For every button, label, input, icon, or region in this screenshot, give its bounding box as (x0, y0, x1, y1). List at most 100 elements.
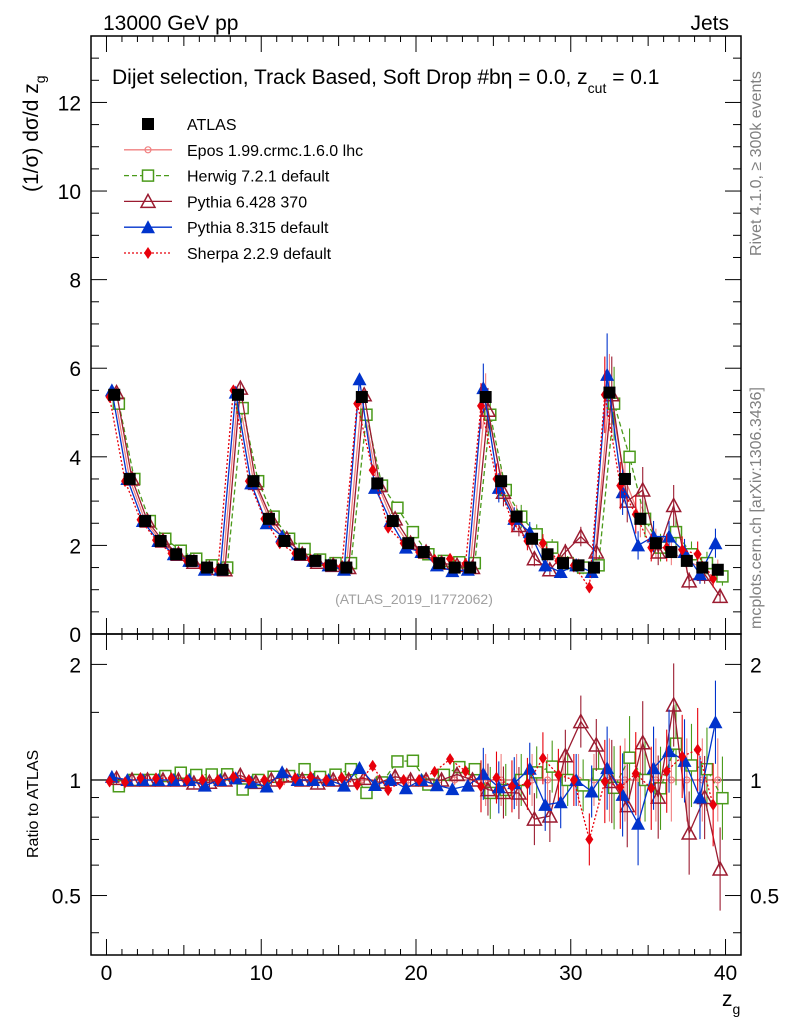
data-point-data (541, 548, 554, 561)
data-point-data (587, 561, 600, 574)
data-point-data (232, 388, 245, 401)
ratio-point-sherpa (275, 777, 284, 790)
legend-label: Sherpa 2.2.9 default (187, 246, 332, 263)
ratio-point-pythia8 (553, 795, 568, 809)
data-point-data (495, 475, 508, 488)
data-point-data (510, 510, 523, 523)
data-point-pythia8 (600, 367, 615, 381)
data-point-herwig (406, 525, 420, 539)
ratio-point-pythia8 (584, 784, 599, 798)
ratio-point-epos (714, 776, 722, 784)
legend-marker-epos (144, 146, 152, 154)
data-point-pythia8 (538, 558, 553, 572)
legend-label: ATLAS (187, 117, 237, 134)
ratio-point-herwig (236, 783, 249, 796)
data-point-pythia8 (352, 372, 367, 386)
data-point-sherpa (538, 537, 547, 550)
ratio-point-sherpa (461, 765, 470, 778)
ratio-series-pythia6 (108, 663, 729, 911)
data-point-data (479, 391, 492, 404)
ratio-point-pythia8 (337, 778, 352, 792)
y-tick-label: 2 (69, 535, 81, 558)
ratio-point-pythia8 (197, 778, 212, 792)
y-tick-label: 0 (69, 624, 81, 647)
data-point-data (665, 546, 678, 559)
data-point-data (618, 472, 631, 485)
ratio-point-sherpa (213, 773, 222, 786)
ratio-point-pythia6 (572, 712, 590, 729)
data-point-data (139, 515, 152, 528)
legend-entry-pythia8: Pythia 8.315 default (124, 220, 329, 237)
ratio-point-herwig (468, 762, 482, 776)
data-point-pythia6 (711, 587, 729, 604)
ratio-point-epos (667, 776, 675, 784)
data-point-data (402, 537, 415, 550)
ratio-point-sherpa (260, 773, 269, 786)
ratio-point-epos (621, 776, 629, 784)
y-tick-label: 10 (58, 181, 81, 204)
legend-entry-pythia6: Pythia 6.428 370 (124, 192, 307, 211)
series-line-herwig (118, 403, 723, 577)
ratio-point-pythia6 (634, 734, 651, 750)
legend-entry-herwig: Herwig 7.2.1 default (124, 169, 330, 186)
ratio-point-sherpa (507, 780, 516, 793)
legend-marker-sherpa (144, 247, 152, 259)
ratio-point-pythia6 (340, 771, 357, 787)
x-axis-label-main: z (722, 988, 733, 1011)
data-point-pythia6 (526, 550, 543, 566)
ratio-point-pythia8 (677, 753, 692, 767)
ratio-point-sherpa (229, 770, 238, 783)
data-point-data (649, 537, 662, 550)
ratio-point-pythia8 (367, 777, 382, 791)
data-point-data (340, 561, 353, 574)
ratio-point-sherpa (105, 775, 114, 788)
legend-label: Pythia 8.315 default (187, 220, 329, 237)
data-point-data (572, 559, 585, 572)
ratio-point-pythia6 (526, 810, 543, 826)
ratio-point-sherpa (152, 772, 160, 785)
ratio-point-pythia8 (538, 797, 553, 811)
legend-marker-pythia8 (141, 220, 155, 234)
ratio-tick-label: 2 (69, 654, 81, 677)
plot-title-main: Dijet selection, Track Based, Soft Drop … (112, 66, 501, 89)
data-point-data (324, 559, 337, 572)
data-point-data (170, 548, 183, 561)
data-point-pythia6 (634, 481, 651, 497)
ratio-point-epos (683, 776, 691, 784)
plot-title-eta: η = 0.0, z (501, 66, 588, 89)
data-point-data (696, 561, 709, 574)
legend-entry-epos: Epos 1.99.crmc.1.6.0 lhc (124, 143, 363, 160)
data-point-pythia6 (649, 543, 667, 559)
ratio-point-epos (698, 776, 706, 784)
data-point-data (185, 554, 198, 567)
y-tick-label: 6 (69, 358, 81, 381)
data-point-sherpa (368, 464, 377, 477)
data-point-sherpa (693, 548, 702, 561)
ratio-point-sherpa (244, 773, 253, 786)
ratio-point-sherpa (585, 833, 594, 846)
data-point-data (711, 563, 724, 576)
data-point-data (216, 563, 229, 576)
ratio-point-sherpa (368, 759, 377, 772)
header-left: 13000 GeV pp (103, 12, 238, 35)
data-point-data (262, 512, 275, 525)
ratio-point-herwig (391, 755, 404, 768)
data-point-data (526, 532, 539, 545)
ratio-point-sherpa (198, 773, 207, 786)
ratio-point-sherpa (446, 753, 455, 766)
plot-title: Dijet selection, Track Based, Soft Drop … (112, 66, 660, 96)
ratio-tick-label-right: 1 (750, 770, 762, 793)
ratio-point-herwig (623, 751, 636, 764)
ratio-point-sherpa (631, 767, 640, 780)
data-point-pythia8 (615, 485, 630, 499)
x-tick-label: 20 (404, 962, 427, 985)
data-point-data (309, 554, 322, 567)
ratio-point-sherpa (569, 773, 578, 786)
data-point-data (123, 472, 136, 485)
data-point-herwig (391, 501, 404, 515)
legend-marker-data (142, 118, 154, 130)
ratio-point-herwig (360, 786, 373, 800)
x-axis-label-sub: g (733, 1001, 741, 1017)
